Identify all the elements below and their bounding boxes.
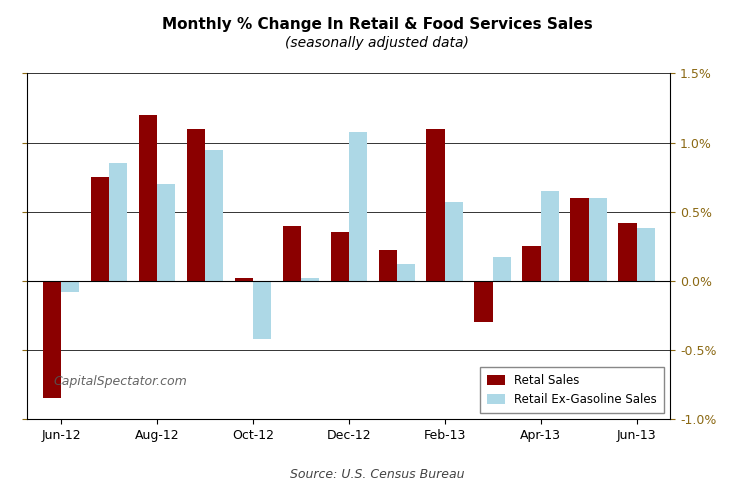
Bar (397, 264, 415, 281)
Text: (seasonally adjusted data): (seasonally adjusted data) (285, 36, 469, 51)
Bar (139, 115, 157, 281)
Legend: Retal Sales, Retail Ex-Gasoline Sales: Retal Sales, Retail Ex-Gasoline Sales (480, 367, 664, 413)
Bar (283, 226, 301, 281)
Bar (253, 281, 271, 339)
Bar (43, 281, 61, 399)
Bar (427, 129, 445, 281)
Bar (589, 198, 607, 281)
Bar (61, 281, 79, 292)
Bar (109, 163, 127, 281)
Bar (205, 150, 223, 281)
Bar (445, 202, 463, 281)
Bar (618, 223, 636, 281)
Bar (379, 250, 397, 281)
Bar (187, 129, 205, 281)
Bar (301, 278, 319, 281)
Bar (636, 228, 654, 281)
Bar (90, 177, 109, 281)
Text: CapitalSpectator.com: CapitalSpectator.com (53, 375, 187, 387)
Bar (492, 258, 511, 281)
Bar (474, 281, 492, 322)
Bar (157, 184, 175, 281)
Bar (330, 232, 349, 281)
Bar (541, 191, 559, 281)
Bar (234, 278, 253, 281)
Bar (570, 198, 589, 281)
Bar (349, 132, 367, 281)
Text: Source: U.S. Census Bureau: Source: U.S. Census Bureau (290, 468, 464, 481)
Bar (523, 246, 541, 281)
Text: Monthly % Change In Retail & Food Services Sales: Monthly % Change In Retail & Food Servic… (161, 17, 593, 32)
